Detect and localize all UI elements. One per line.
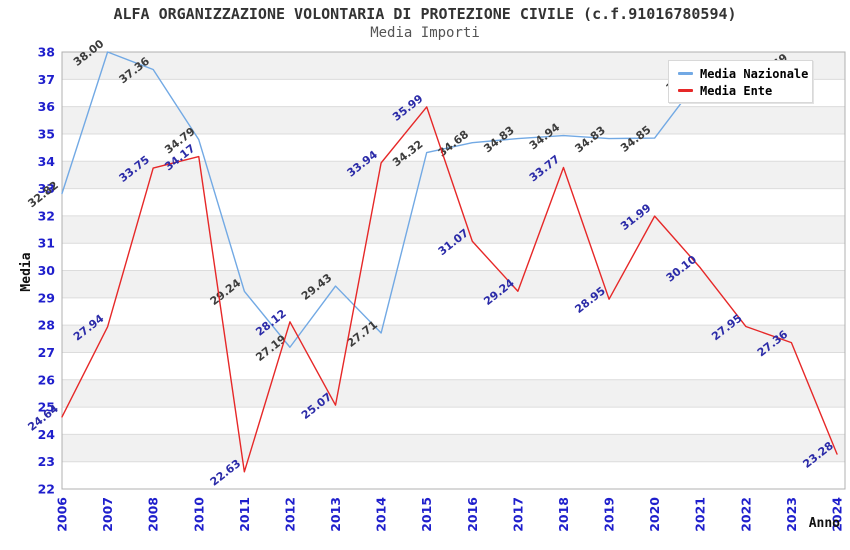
- series-line-media-ente: [61, 106, 838, 473]
- y-tick-label: 25: [38, 400, 55, 415]
- y-tick-label: 38: [38, 45, 55, 60]
- x-tick-label: 2014: [374, 497, 389, 532]
- y-tick-label: 22: [38, 482, 55, 497]
- x-tick-label: 2016: [465, 497, 480, 532]
- x-tick-label: 2019: [602, 497, 617, 532]
- x-tick-label: 2024: [830, 497, 845, 532]
- legend-label: Media Ente: [700, 83, 773, 98]
- x-tick-label: 2022: [738, 497, 753, 532]
- y-tick-label: 33: [38, 181, 55, 196]
- x-tick-label: 2006: [55, 497, 70, 532]
- grid-band: [62, 270, 845, 298]
- x-tick-label: 2021: [693, 497, 708, 532]
- y-tick-label: 26: [38, 372, 56, 387]
- y-tick-label: 28: [38, 318, 55, 333]
- x-tick-label: 2010: [191, 497, 206, 532]
- legend-line-icon: [678, 89, 693, 92]
- grid-band: [62, 379, 845, 408]
- y-tick-label: 31: [38, 236, 55, 251]
- x-tick-label: 2020: [647, 497, 662, 532]
- x-tick-label: 2018: [556, 497, 571, 532]
- legend-line-icon: [678, 72, 693, 75]
- x-tick-label: 2017: [510, 497, 525, 532]
- legend-box: Media Nazionale Media Ente: [668, 60, 813, 103]
- y-tick-label: 29: [38, 290, 55, 305]
- y-axis-title: Media: [19, 252, 34, 291]
- y-tick-label: 27: [38, 345, 55, 360]
- y-tick-label: 34: [38, 154, 56, 169]
- grid-band: [62, 325, 845, 353]
- y-tick-label: 35: [38, 126, 55, 141]
- y-tick-label: 23: [38, 454, 55, 469]
- y-tick-label: 30: [38, 263, 56, 278]
- x-tick-label: 2007: [100, 497, 115, 532]
- y-tick-label: 37: [38, 72, 55, 87]
- chart-title: ALFA ORGANIZZAZIONE VOLONTARIA DI PROTEZ…: [113, 5, 737, 23]
- chart-subtitle: Media Importi: [370, 25, 480, 41]
- legend-label: Media Nazionale: [700, 66, 809, 81]
- y-tick-label: 32: [38, 208, 55, 223]
- plot-border: [61, 51, 846, 490]
- x-tick-label: 2011: [237, 497, 252, 532]
- x-tick-label: 2013: [328, 497, 343, 532]
- series-line-media-nazionale: [61, 51, 793, 348]
- x-axis-title: Anno: [809, 516, 840, 531]
- grid-band: [62, 215, 845, 244]
- legend-item-media-ente: Media Ente: [669, 82, 812, 99]
- grid-band: [62, 434, 845, 462]
- legend-item-media-nazionale: Media Nazionale: [669, 65, 812, 82]
- x-tick-label: 2008: [146, 497, 161, 532]
- x-tick-label: 2012: [282, 497, 297, 532]
- x-tick-label: 2015: [419, 497, 434, 532]
- x-tick-label: 2023: [784, 497, 799, 532]
- y-tick-label: 24: [38, 427, 56, 442]
- y-tick-label: 36: [38, 99, 56, 114]
